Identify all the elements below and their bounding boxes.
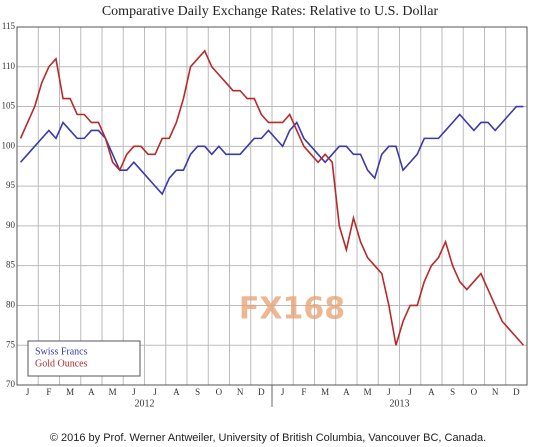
legend-label: Swiss Francs (35, 346, 88, 357)
x-tick-label: A (173, 387, 180, 397)
x-tick-label: J (26, 387, 30, 397)
y-tick-label: 85 (6, 260, 16, 270)
x-tick-label: D (513, 387, 520, 397)
x-tick-label: N (237, 387, 244, 397)
x-tick-label: A (343, 387, 350, 397)
x-tick-label: N (492, 387, 499, 397)
x-tick-label: M (321, 387, 329, 397)
chart-title: Comparative Daily Exchange Rates: Relati… (102, 4, 439, 19)
y-tick-label: 100 (2, 140, 16, 150)
y-tick-label: 80 (6, 300, 16, 310)
x-tick-label: F (301, 387, 306, 397)
y-tick-label: 90 (6, 220, 16, 230)
x-tick-label: M (364, 387, 372, 397)
x-tick-label: J (153, 387, 157, 397)
x-tick-label: J (281, 387, 285, 397)
year-label: 2013 (390, 398, 410, 409)
x-tick-label: S (195, 387, 200, 397)
x-tick-label: M (66, 387, 74, 397)
y-tick-label: 105 (2, 101, 16, 111)
legend-box (27, 340, 141, 377)
x-tick-label: D (258, 387, 265, 397)
x-tick-label: J (408, 387, 412, 397)
year-label: 2012 (135, 398, 155, 409)
watermark: FX168 (239, 292, 345, 327)
x-tick-label: S (450, 387, 455, 397)
legend-label: Gold Ounces (35, 358, 88, 369)
y-tick-label: 70 (6, 379, 16, 389)
x-tick-label: A (88, 387, 95, 397)
x-tick-label: A (428, 387, 435, 397)
y-tick-label: 110 (2, 61, 16, 71)
x-tick-label: J (132, 387, 136, 397)
plot-frame (16, 26, 528, 386)
series-line (19, 49, 525, 346)
x-tick-label: O (216, 387, 223, 397)
x-tick-label: O (471, 387, 478, 397)
footer: © 2016 by Prof. Werner Antweiler, Univer… (50, 432, 486, 444)
y-tick-label: 115 (2, 21, 16, 31)
x-tick-label: J (387, 387, 391, 397)
y-tick-label: 75 (6, 339, 16, 349)
x-tick-label: F (46, 387, 51, 397)
x-tick-label: M (109, 387, 117, 397)
y-tick-label: 95 (6, 180, 16, 190)
